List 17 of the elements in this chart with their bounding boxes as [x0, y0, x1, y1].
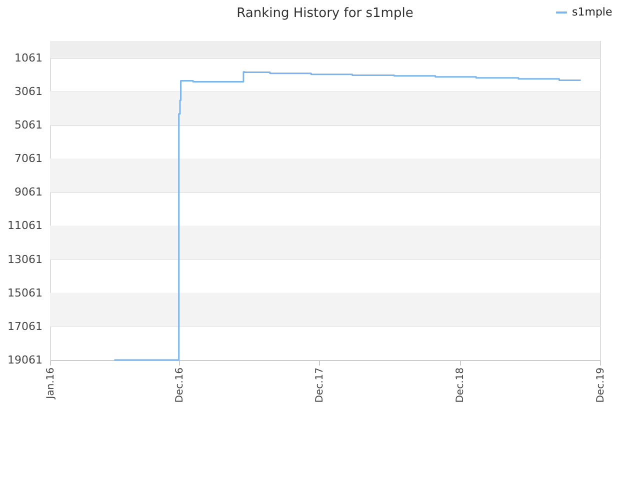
y-tick-label: 1061	[14, 51, 42, 64]
x-tick-label: Dec.16	[174, 368, 186, 403]
y-tick-label: 3061	[14, 84, 42, 98]
y-tick-label: 19061	[8, 354, 42, 366]
y-tick-label: 17061	[8, 320, 42, 333]
y-tick-label: 5061	[14, 118, 42, 132]
x-tick-label: Jan.16	[46, 368, 56, 400]
chart-title: Ranking History for s1mple	[236, 6, 414, 21]
legend-label: s1mple	[572, 6, 612, 18]
y-tick-label: 9061	[14, 186, 42, 199]
x-tick-label: Dec.19	[596, 368, 606, 403]
y-tick-label: 7061	[14, 152, 42, 166]
x-tick-label: Dec.18	[455, 368, 466, 403]
y-tick-label: 13061	[8, 252, 42, 266]
y-tick-label: 15061	[8, 286, 42, 300]
y-tick-label: 11061	[8, 219, 42, 232]
x-tick-label: Dec.17	[314, 368, 326, 403]
